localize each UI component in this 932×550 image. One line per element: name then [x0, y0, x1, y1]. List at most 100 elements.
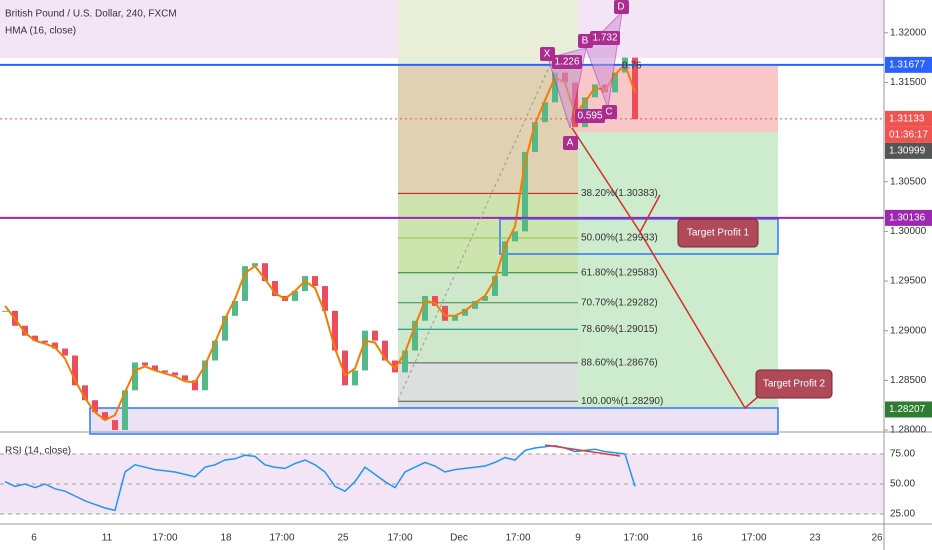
x-tick-label: 17:00 — [152, 533, 177, 544]
candle — [242, 266, 248, 301]
candle — [222, 315, 228, 341]
pattern-ratio: 1.226 — [554, 57, 579, 68]
x-tick-label: 9 — [575, 533, 581, 544]
price-badge — [885, 142, 932, 159]
y-tick-label: 1.31500 — [890, 77, 927, 88]
candle — [492, 276, 498, 296]
point-badge — [614, 0, 629, 14]
x-tick-label: 17:00 — [741, 533, 766, 544]
candle — [422, 295, 428, 321]
candle — [122, 390, 128, 431]
candle — [162, 370, 168, 373]
candle — [72, 355, 78, 386]
fib-label: 38.20%(1.30383) — [581, 188, 658, 199]
ratio-badge — [590, 31, 620, 45]
countdown-badge — [885, 126, 932, 143]
y-tick-label: 1.32000 — [890, 27, 927, 38]
data — [0, 57, 884, 515]
candle — [192, 380, 198, 391]
x-tick-label: 6 — [31, 533, 37, 544]
profit-zone — [578, 132, 778, 432]
fib-trend — [397, 64, 551, 401]
candle — [102, 412, 108, 421]
y-tick-label: 1.30000 — [890, 226, 927, 237]
fib-label: 88.60%(1.28676) — [581, 358, 658, 369]
candle — [152, 365, 158, 371]
candle — [212, 340, 218, 361]
pattern-point: C — [605, 107, 612, 118]
candle — [542, 102, 548, 123]
candle — [462, 308, 468, 316]
x-tick-label: 16 — [691, 533, 703, 544]
pattern-ratio: 0.595 — [577, 111, 602, 122]
candle — [552, 72, 558, 103]
x-tick-label: 17:00 — [623, 533, 648, 544]
pattern-ratio: 0.76 — [622, 61, 642, 72]
candle — [182, 375, 188, 381]
candle — [352, 370, 358, 386]
candle — [632, 57, 638, 120]
price-badge — [885, 56, 932, 73]
price-badge — [885, 110, 932, 127]
candle — [62, 348, 68, 356]
x-tick-label: 17:00 — [505, 533, 530, 544]
pattern-ratio: 1.732 — [592, 33, 617, 44]
fib-band — [398, 65, 578, 195]
x-tick-label: Dec — [450, 533, 468, 544]
x-tick-label: 23 — [809, 533, 821, 544]
ratio-badge — [575, 109, 605, 123]
x-tick-label: 11 — [102, 533, 113, 544]
divergence-line — [544, 444, 621, 457]
candle — [472, 300, 478, 309]
candle — [482, 295, 488, 301]
price-badge-label: 1.30999 — [889, 146, 926, 157]
candle — [132, 362, 138, 391]
price-badge-label: 1.31133 — [889, 114, 925, 125]
candle — [32, 335, 38, 341]
candle — [322, 286, 328, 311]
rsi-title: RSI (14, close) — [5, 446, 71, 457]
y-tick-label: 25.00 — [890, 509, 915, 520]
candle — [142, 362, 148, 366]
price-badge-label: 1.31677 — [889, 59, 926, 70]
indicator-label: HMA (16, close) — [5, 26, 76, 37]
candle — [302, 276, 308, 291]
hma-line — [4, 62, 636, 422]
candle — [532, 122, 538, 152]
candle — [332, 310, 338, 351]
candle — [372, 330, 378, 341]
candle — [412, 320, 418, 351]
price-badge — [885, 209, 932, 226]
point-badge — [563, 136, 578, 150]
candle — [392, 360, 398, 373]
candle — [592, 84, 598, 98]
y-tick-label: 1.30500 — [890, 176, 927, 187]
candle — [502, 241, 508, 277]
x-tick-label: 17:00 — [387, 533, 412, 544]
price-badge-label: 1.30136 — [889, 213, 926, 224]
target-label: Target Profit 1 — [687, 228, 750, 239]
target-box — [499, 218, 779, 255]
candle — [112, 420, 118, 431]
candle — [382, 340, 388, 361]
chart-title: British Pound / U.S. Dollar, 240, FXCM — [5, 9, 177, 20]
candle — [202, 360, 208, 391]
fib-label: 50.00%(1.29933) — [581, 233, 658, 244]
fib-label: 70.70%(1.29282) — [581, 297, 658, 308]
candle — [612, 72, 618, 93]
candle — [432, 295, 438, 306]
projection-arrow — [639, 231, 761, 410]
candle — [522, 151, 528, 232]
countdown: 01:36:17 — [889, 130, 928, 141]
candle — [22, 325, 28, 336]
point-badge — [578, 34, 593, 48]
candle — [442, 305, 448, 321]
candle — [402, 350, 408, 373]
price-badge — [885, 401, 932, 418]
y-tick-label: 75.00 — [890, 449, 915, 460]
y-tick-label: 1.29500 — [890, 276, 927, 287]
pattern-point: B — [582, 36, 589, 47]
y-tick-label: 1.28000 — [890, 425, 927, 436]
